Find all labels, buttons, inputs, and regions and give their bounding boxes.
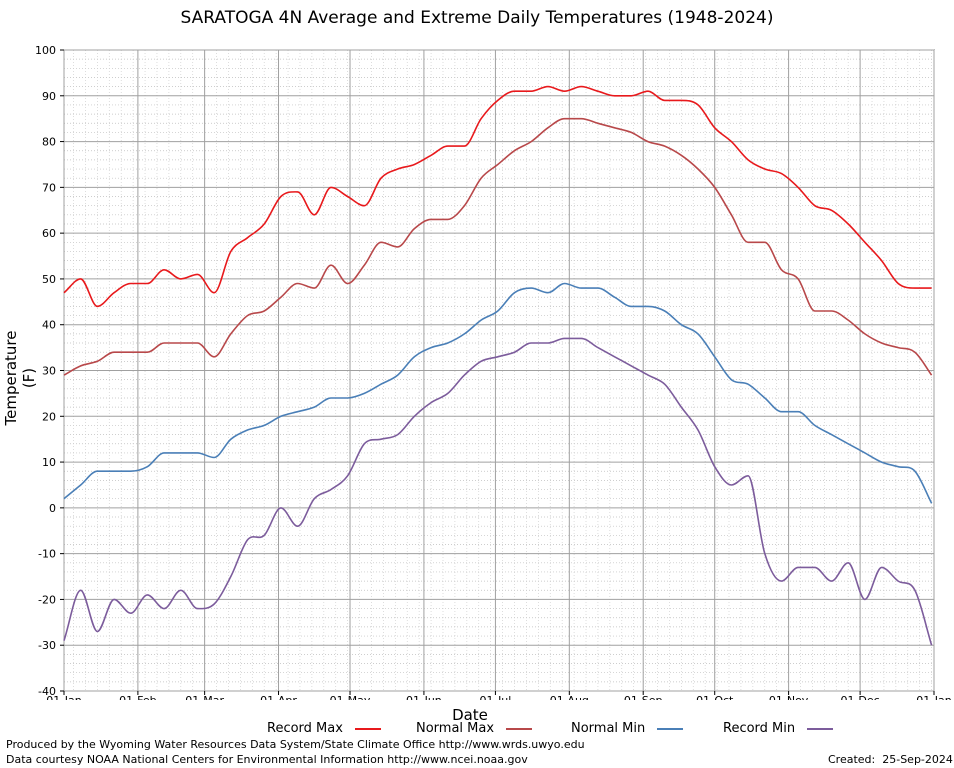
y-tick-label: 10 xyxy=(42,456,56,469)
legend-item-record-min: Record Min xyxy=(723,721,834,736)
legend-item-normal-max: Normal Max xyxy=(416,721,533,736)
x-tick-label: 01-Dec xyxy=(840,694,879,700)
y-tick-label: -10 xyxy=(38,548,56,561)
y-tick-label: 70 xyxy=(42,181,56,194)
credit-producer: Produced by the Wyoming Water Resources … xyxy=(6,738,585,751)
y-tick-label: -20 xyxy=(38,593,56,606)
x-tick-label: 01-Mar xyxy=(185,694,224,700)
x-tick-label: 01-Jan xyxy=(46,694,82,700)
y-tick-label: 40 xyxy=(42,319,56,332)
x-tick-label: 01-Apr xyxy=(260,694,297,700)
legend-swatch-normal-max xyxy=(506,727,533,730)
legend-swatch-record-min xyxy=(807,727,834,730)
chart-title: SARATOGA 4N Average and Extreme Daily Te… xyxy=(180,8,774,28)
x-tick-label: 01-Jun xyxy=(406,694,442,700)
legend-swatch-normal-min xyxy=(657,727,684,730)
x-tick-label: 01-Jul xyxy=(479,694,511,700)
y-tick-label: 0 xyxy=(49,502,56,515)
legend: Record Max Normal Max Normal Min Record … xyxy=(0,721,954,739)
y-tick-label: 20 xyxy=(42,410,56,423)
y-tick-label: 80 xyxy=(42,136,56,149)
legend-label-normal-min: Normal Min xyxy=(571,721,646,736)
y-tick-label: -30 xyxy=(38,639,56,652)
x-tick-label: 01-May xyxy=(330,694,371,700)
y-tick-label: 60 xyxy=(42,227,56,240)
x-axis-label: Date xyxy=(452,706,488,724)
y-tick-label: 90 xyxy=(42,90,56,103)
created-date: Created: 25-Sep-2024 xyxy=(828,753,953,766)
legend-label-normal-max: Normal Max xyxy=(416,721,495,736)
series-layer xyxy=(63,85,933,646)
chart-canvas: -40 -30 -20 -10 0 10 20 30 40 50 60 70 80 90 100 01-Ja… xyxy=(35,44,952,700)
legend-label-record-max: Record Max xyxy=(267,721,343,736)
series-line-normal-max xyxy=(63,117,933,376)
series-line-normal-min xyxy=(63,282,933,504)
x-tick-label: 01-Oct xyxy=(696,694,734,700)
x-tick-label: 01-Aug xyxy=(550,694,589,700)
credit-data-source: Data courtesy NOAA National Centers for … xyxy=(6,753,528,766)
x-tick-labels: 01-Jan 01-Feb 01-Mar 01-Apr 01-May 01-Jun 01-J… xyxy=(46,691,952,700)
x-tick-label: 01-Nov xyxy=(769,694,809,700)
x-tick-label: 01-Jan xyxy=(916,694,952,700)
y-tick-labels: -40 -30 -20 -10 0 10 20 30 40 50 60 70 80 90 100 xyxy=(35,44,64,698)
legend-item-record-max: Record Max xyxy=(267,721,381,736)
series-line-record-min xyxy=(63,337,933,646)
legend-label-record-min: Record Min xyxy=(723,721,796,736)
x-tick-label: 01-Sep xyxy=(624,694,663,700)
legend-item-normal-min: Normal Min xyxy=(571,721,684,736)
x-tick-label: 01-Feb xyxy=(119,694,156,700)
y-tick-label: 50 xyxy=(42,273,56,286)
y-tick-label: 100 xyxy=(35,44,56,57)
minor-grid xyxy=(64,50,934,691)
y-tick-label: -40 xyxy=(38,685,56,698)
y-tick-label: 30 xyxy=(42,365,56,378)
legend-swatch-record-max xyxy=(354,727,381,730)
series-line-record-max xyxy=(63,85,932,308)
